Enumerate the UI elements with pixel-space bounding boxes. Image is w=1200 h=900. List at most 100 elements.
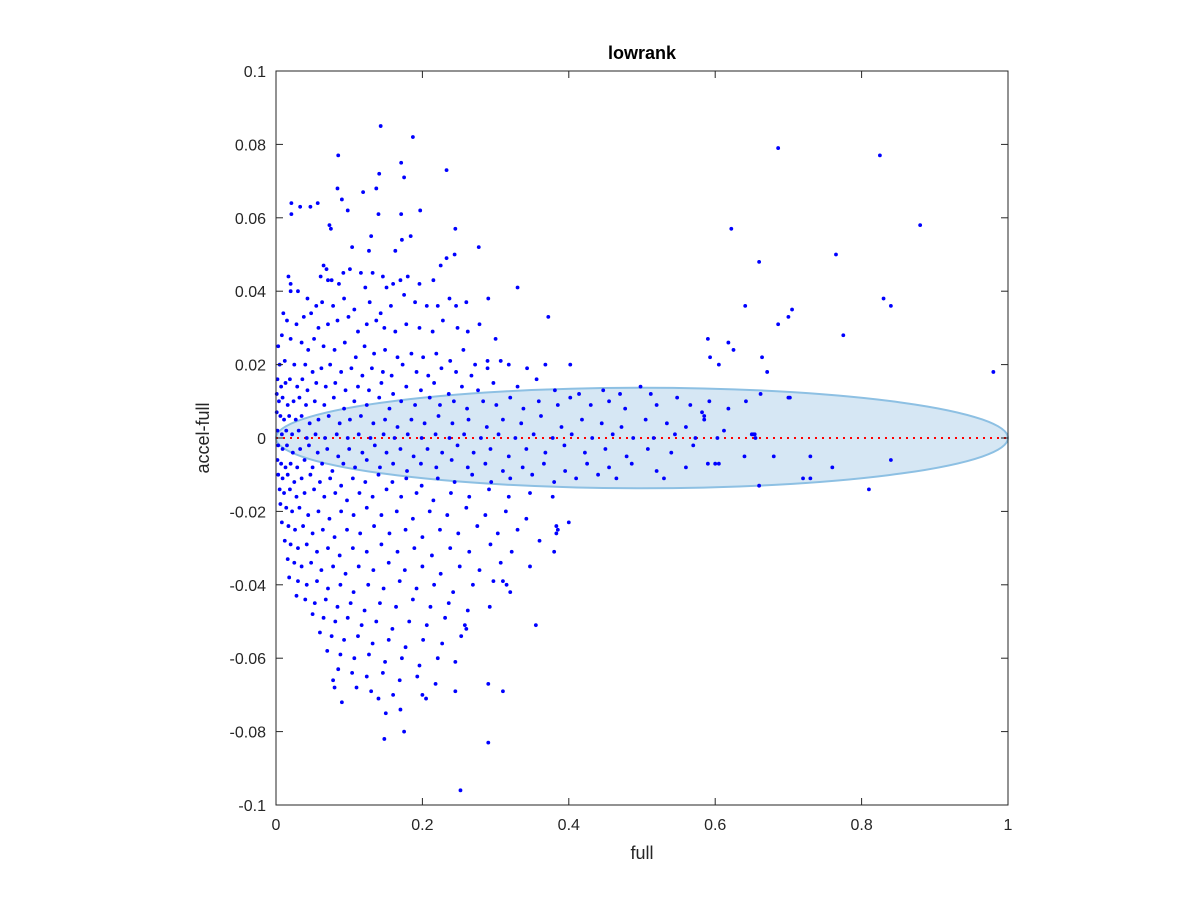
data-point [436, 414, 441, 418]
data-point [475, 524, 480, 528]
data-point [421, 637, 426, 642]
data-point [369, 234, 374, 239]
data-point [424, 303, 429, 308]
data-point [569, 432, 574, 437]
data-point [716, 362, 721, 367]
data-point [524, 447, 529, 451]
data-point [440, 450, 445, 455]
data-point [501, 689, 505, 694]
data-point [320, 300, 325, 305]
data-point [348, 417, 352, 422]
data-point [515, 285, 520, 290]
data-point [356, 634, 360, 639]
data-point [841, 333, 846, 338]
data-point [454, 303, 458, 308]
data-point [374, 619, 379, 624]
data-point [435, 303, 440, 308]
data-point [465, 406, 469, 411]
data-point [453, 226, 458, 231]
data-point [596, 472, 600, 477]
data-point [426, 373, 431, 378]
x-tick-label: 1 [1004, 817, 1013, 834]
data-point [328, 476, 333, 481]
data-point [352, 656, 357, 661]
data-point [345, 615, 350, 620]
data-point [398, 707, 403, 712]
data-point [568, 362, 573, 367]
data-point [314, 303, 319, 308]
data-point [371, 568, 376, 573]
data-point [515, 527, 520, 532]
data-point [367, 652, 371, 657]
data-point [279, 520, 284, 525]
data-point [394, 509, 399, 514]
data-point [283, 381, 288, 385]
data-point [389, 373, 394, 378]
data-point [286, 274, 291, 279]
y-tick-label: -0.06 [230, 651, 267, 668]
y-tick-label: 0.06 [235, 211, 266, 228]
data-point [400, 656, 404, 661]
data-point [329, 278, 334, 283]
data-point [705, 337, 710, 341]
data-point [379, 381, 384, 385]
data-point [552, 388, 557, 393]
data-point [580, 417, 584, 422]
data-point [414, 370, 419, 374]
data-point [404, 384, 409, 389]
data-point [430, 329, 435, 334]
data-point [488, 542, 493, 547]
data-point [308, 204, 313, 209]
data-point [555, 527, 560, 532]
data-point [420, 564, 425, 569]
data-point [765, 370, 770, 374]
data-point [306, 348, 311, 352]
data-point [312, 337, 316, 341]
data-point [330, 469, 335, 473]
data-point [364, 403, 369, 407]
data-point [369, 689, 374, 694]
data-point [399, 212, 404, 217]
data-point [296, 428, 301, 433]
data-point [391, 461, 396, 466]
data-point [496, 432, 501, 437]
data-point [367, 300, 372, 305]
y-tick-label: 0.04 [235, 284, 266, 301]
data-point [515, 384, 520, 389]
data-point [504, 582, 509, 587]
data-point [520, 465, 525, 470]
data-point [402, 175, 406, 180]
data-point [362, 344, 367, 349]
data-point [786, 314, 791, 319]
data-point [356, 329, 360, 334]
data-point [350, 670, 355, 675]
data-point [276, 472, 281, 477]
data-point [471, 450, 476, 455]
data-point [435, 656, 440, 661]
data-point [376, 472, 381, 477]
data-point [743, 303, 748, 308]
data-point [356, 432, 361, 437]
data-point [290, 450, 295, 455]
data-point [363, 285, 368, 290]
data-point [318, 274, 323, 279]
data-point [462, 623, 467, 628]
data-point [393, 329, 398, 334]
y-tick-label: -0.04 [230, 578, 267, 595]
data-point [309, 560, 314, 565]
data-point [296, 289, 300, 294]
data-point [776, 146, 781, 150]
data-point [339, 483, 344, 488]
data-point [451, 399, 456, 404]
data-point [444, 256, 449, 261]
data-point [303, 597, 308, 602]
data-point [559, 425, 564, 429]
data-point [342, 637, 346, 642]
data-point [614, 476, 619, 481]
data-point [350, 546, 355, 550]
data-point [379, 513, 384, 517]
data-point [387, 406, 392, 411]
data-point [438, 263, 443, 268]
data-point [731, 348, 736, 352]
data-point [742, 454, 747, 459]
